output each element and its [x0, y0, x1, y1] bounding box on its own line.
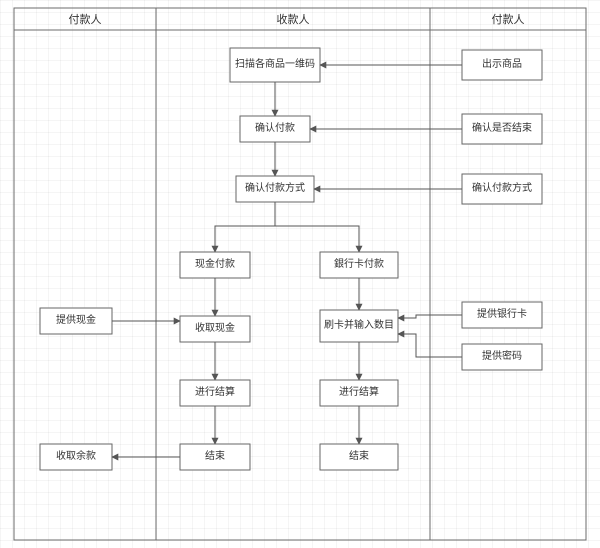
node-label-settle_left: 进行结算 [180, 380, 250, 406]
flowchart-canvas: 付款人收款人付款人扫描各商品一维码出示商品确认付款确认是否结束确认付款方式确认付… [0, 0, 600, 548]
node-label-provide_pwd: 提供密码 [462, 344, 542, 370]
flowchart-svg: 付款人收款人付款人扫描各商品一维码出示商品确认付款确认是否结束确认付款方式确认付… [0, 0, 600, 548]
node-label-swipe: 刷卡并输入数目 [320, 310, 398, 342]
lane-title-lane2: 收款人 [277, 12, 310, 26]
node-label-provide_card: 提供银行卡 [462, 302, 542, 328]
lane-title-lane3: 付款人 [492, 12, 525, 26]
node-label-method_right: 确认付款方式 [462, 174, 542, 204]
node-label-confirm_end: 确认是否结束 [462, 114, 542, 144]
node-label-end_left: 结束 [180, 444, 250, 470]
node-label-confirm_pay: 确认付款 [240, 116, 310, 142]
node-label-show_goods: 出示商品 [462, 50, 542, 80]
node-label-confirm_method: 确认付款方式 [236, 176, 314, 202]
lane-title-lane1: 付款人 [69, 12, 102, 26]
node-label-recv_cash: 收取现金 [180, 316, 250, 342]
node-label-provide_cash: 提供现金 [40, 308, 112, 334]
node-label-cash_pay: 现金付款 [180, 252, 250, 278]
node-label-recv_change: 收取余款 [40, 444, 112, 470]
edge-confirm_method-cash_pay [215, 202, 275, 252]
node-label-settle_right: 进行结算 [320, 380, 398, 406]
node-label-end_right: 结束 [320, 444, 398, 470]
node-label-scan: 扫描各商品一维码 [230, 48, 320, 82]
edge-confirm_method-card_pay [275, 202, 359, 252]
node-label-card_pay: 銀行卡付款 [320, 252, 398, 278]
